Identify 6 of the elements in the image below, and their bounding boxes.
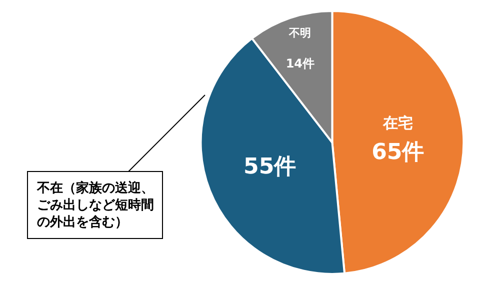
slice-label: 在宅 [382, 114, 413, 132]
slice-label: 不在（家族の送迎、ごみ出しなど短時間の外出を含む） [36, 180, 154, 230]
data-label: 65件 [372, 140, 424, 166]
data-label: 14件 [286, 56, 315, 70]
slice-label: 不明 [288, 26, 312, 40]
data-label: 55件 [244, 154, 296, 180]
